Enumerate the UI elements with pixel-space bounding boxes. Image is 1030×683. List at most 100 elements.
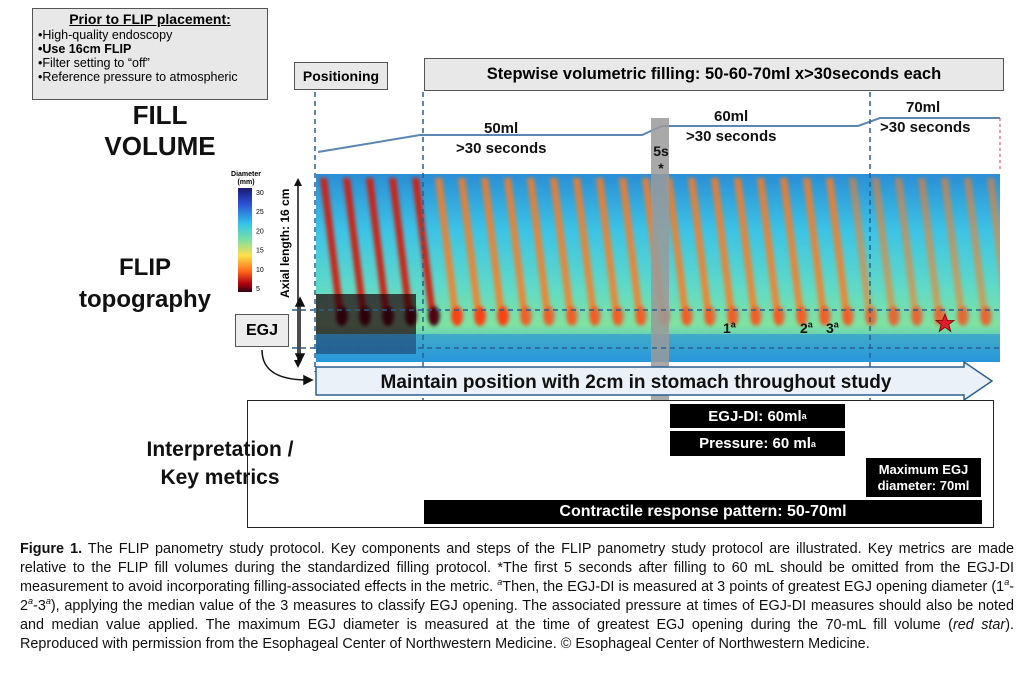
prior-item: Use 16cm FLIP bbox=[38, 42, 262, 56]
stepwise-filling-label: Stepwise volumetric filling: 50-60-70ml … bbox=[424, 58, 1004, 91]
egj-contraction-spot bbox=[911, 306, 923, 326]
contraction-wave bbox=[711, 178, 736, 324]
egj-contraction-spot bbox=[543, 306, 555, 326]
fill-50-duration: >30 seconds bbox=[456, 140, 547, 157]
legend-tick-label: 20 bbox=[256, 228, 264, 235]
egj-opening-marker-3: 3a bbox=[826, 319, 839, 336]
contraction-wave bbox=[872, 178, 897, 324]
pressure-metric: Pressure: 60 ml a bbox=[670, 431, 845, 456]
contraction-wave bbox=[826, 178, 851, 324]
egj-contraction-spot bbox=[497, 306, 509, 326]
contraction-wave bbox=[389, 178, 414, 324]
contraction-wave bbox=[895, 178, 920, 324]
legend-tick-label: 25 bbox=[256, 209, 264, 216]
contractile-response-metric: Contractile response pattern: 50-70ml bbox=[424, 500, 982, 524]
contraction-wave bbox=[803, 178, 828, 324]
egj-di-metric: EGJ-DI: 60ml a bbox=[670, 404, 845, 428]
egj-contraction-spot bbox=[704, 306, 716, 326]
legend-title-1: Diameter bbox=[231, 171, 261, 178]
egj-contraction-spot bbox=[635, 306, 647, 326]
contraction-wave bbox=[366, 178, 391, 324]
egj-contraction-spot bbox=[865, 306, 877, 326]
flip-topography-line-1: FLIP bbox=[119, 254, 171, 281]
contraction-wave bbox=[918, 178, 943, 324]
legend-title-2: (mm) bbox=[237, 179, 254, 186]
fill-volume-line-2: VOLUME bbox=[104, 131, 216, 161]
egj-contraction-spot bbox=[566, 306, 578, 326]
contraction-wave bbox=[481, 178, 506, 324]
egj-contraction-spot bbox=[888, 306, 900, 326]
maintain-position-text: Maintain position with 2cm in stomach th… bbox=[381, 372, 892, 393]
contraction-wave bbox=[504, 178, 529, 324]
max-egj-line-1: Maximum EGJ bbox=[878, 461, 969, 477]
interpretation-line-2: Key metrics bbox=[160, 466, 280, 489]
contraction-wave bbox=[619, 178, 644, 324]
caption-red-star: red star bbox=[952, 617, 1006, 633]
contraction-wave bbox=[596, 178, 621, 324]
axial-length-label: Axial length: 16 cm bbox=[278, 189, 292, 298]
egj-opening-marker-2: 2a bbox=[800, 319, 813, 336]
interpretation-line-1: Interpretation / bbox=[146, 438, 294, 461]
contraction-wave bbox=[941, 178, 966, 324]
egj-contraction-spot bbox=[842, 306, 854, 326]
figure-caption: Figure 1. The FLIP panometry study proto… bbox=[20, 541, 1015, 652]
fill-volume-row-label: FILL VOLUME bbox=[95, 100, 225, 162]
contraction-wave bbox=[320, 178, 345, 324]
egj-opening-marker-1: 1a bbox=[723, 319, 736, 336]
fill-70-duration: >30 seconds bbox=[880, 119, 971, 136]
contraction-wave bbox=[550, 178, 575, 324]
prior-title: Prior to FLIP placement: bbox=[69, 11, 231, 27]
caption-text: The FLIP panometry study protocol. Key c… bbox=[20, 541, 1014, 595]
prior-to-flip-box: Prior to FLIP placement: High-quality en… bbox=[32, 8, 268, 100]
contraction-wave bbox=[688, 178, 713, 324]
contraction-wave bbox=[435, 178, 460, 324]
fill-volume-line-1: FILL bbox=[132, 100, 188, 130]
contraction-wave bbox=[780, 178, 805, 324]
contraction-wave bbox=[734, 178, 759, 324]
contraction-wave bbox=[665, 178, 690, 324]
fill-60-volume: 60ml bbox=[714, 108, 749, 125]
egj-contraction-spot bbox=[612, 306, 624, 326]
contraction-wave bbox=[849, 178, 874, 324]
egj-label: EGJ bbox=[235, 314, 289, 347]
diameter-colorbar: Diameter (mm) 30 25 20 15 10 5 bbox=[231, 171, 264, 293]
contraction-wave bbox=[343, 178, 368, 324]
fill-60-duration: >30 seconds bbox=[686, 128, 777, 145]
egj-contraction-spot bbox=[428, 306, 440, 326]
caption-label: Figure 1. bbox=[20, 541, 83, 557]
legend-tick-label: 30 bbox=[256, 190, 264, 197]
fill-70-volume: 70ml bbox=[906, 99, 941, 116]
max-egj-red-star bbox=[935, 313, 955, 333]
five-seconds-star: * bbox=[658, 160, 664, 176]
interpretation-row-label: Interpretation / Key metrics bbox=[120, 436, 320, 492]
fill-50-volume: 50ml bbox=[484, 120, 519, 137]
egj-contraction-spot bbox=[474, 306, 486, 326]
contraction-wave bbox=[527, 178, 552, 324]
max-egj-diameter-metric: Maximum EGJ diameter: 70ml bbox=[866, 458, 981, 497]
prior-item: High-quality endoscopy bbox=[38, 28, 262, 42]
egj-contraction-spot bbox=[773, 306, 785, 326]
flip-topography-line-2: topography bbox=[79, 286, 211, 313]
legend-tick-label: 15 bbox=[256, 248, 264, 255]
max-egj-line-2: diameter: 70ml bbox=[877, 477, 970, 493]
prior-item: Filter setting to “off” bbox=[38, 56, 262, 70]
egj-contraction-spot bbox=[750, 306, 762, 326]
axial-length-indicator: Axial length: 16 cm bbox=[278, 178, 302, 368]
contraction-wave bbox=[573, 178, 598, 324]
legend-tick-label: 5 bbox=[256, 286, 260, 293]
egj-contraction-spot bbox=[819, 306, 831, 326]
legend-tick-label: 10 bbox=[256, 267, 264, 274]
egj-contraction-spot bbox=[681, 306, 693, 326]
maintain-position-arrow: Maintain position with 2cm in stomach th… bbox=[315, 361, 994, 401]
egj-contraction-spot bbox=[727, 306, 739, 326]
contraction-wave bbox=[757, 178, 782, 324]
egj-contraction-spot bbox=[589, 306, 601, 326]
colorbar-gradient bbox=[238, 188, 252, 292]
egj-contraction-spot bbox=[957, 306, 969, 326]
contraction-wave bbox=[458, 178, 483, 324]
prior-list: High-quality endoscopy Use 16cm FLIP Fil… bbox=[38, 28, 262, 84]
contraction-wave bbox=[412, 178, 437, 324]
positioning-phase-label: Positioning bbox=[294, 62, 388, 90]
egj-contraction-spot bbox=[451, 306, 463, 326]
prior-item: Reference pressure to atmospheric bbox=[38, 70, 262, 84]
